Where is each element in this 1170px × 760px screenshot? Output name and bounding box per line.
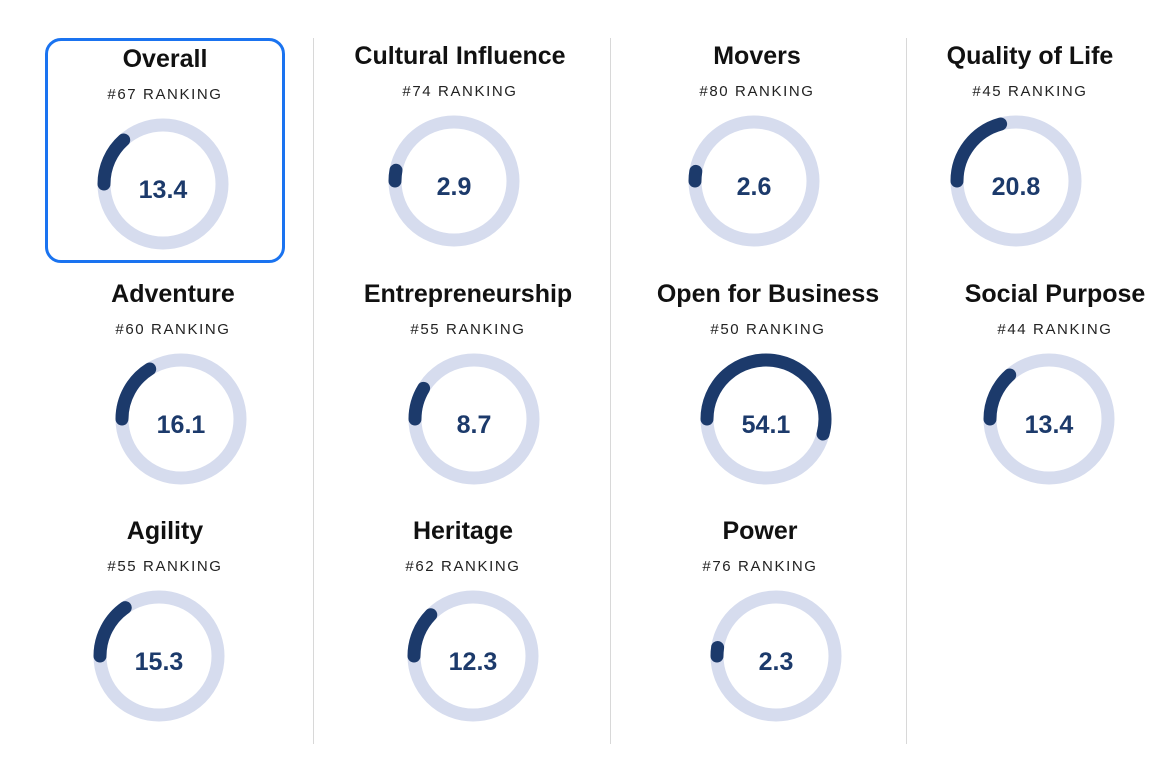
metric-title: Overall	[122, 45, 208, 73]
metric-title: Heritage	[412, 517, 514, 545]
gauge-ring	[950, 115, 1082, 247]
gauge-ring	[97, 118, 229, 250]
metric-ranking: #44 RANKING	[997, 321, 1113, 338]
metric-card-cultural-influence[interactable]: Cultural Influence #74 RANKING 2.9	[340, 38, 580, 263]
metric-ranking: #62 RANKING	[405, 558, 521, 575]
gauge-ring	[388, 115, 520, 247]
gauge-fill-arc	[688, 164, 703, 188]
gauge-ring	[983, 353, 1115, 485]
metric-ranking: #74 RANKING	[402, 83, 518, 100]
score-gauge	[979, 349, 1119, 489]
gauge-ring	[407, 590, 539, 722]
metric-card-open-for-business[interactable]: Open for Business #50 RANKING 54.1	[648, 276, 888, 501]
metric-card-agility[interactable]: Agility #55 RANKING 15.3	[45, 513, 285, 738]
metric-score: 13.4	[138, 176, 188, 204]
gauge-fill-arc	[388, 163, 403, 188]
gauge-fill-arc	[710, 641, 725, 663]
metric-ranking: #67 RANKING	[107, 86, 223, 103]
score-gauge	[696, 349, 836, 489]
metric-card-movers[interactable]: Movers #80 RANKING 2.6	[637, 38, 877, 263]
score-gauge	[706, 586, 846, 726]
metric-score: 13.4	[1024, 411, 1074, 439]
metric-card-entrepreneurship[interactable]: Entrepreneurship #55 RANKING 8.7	[348, 276, 588, 501]
metric-score: 12.3	[448, 648, 498, 676]
score-gauge	[93, 114, 233, 254]
metric-score: 54.1	[741, 411, 791, 439]
metric-score: 16.1	[156, 411, 206, 439]
metric-card-social-purpose[interactable]: Social Purpose #44 RANKING 13.4	[935, 276, 1170, 501]
metric-title: Power	[722, 517, 798, 545]
gauge-fill-arc	[93, 601, 132, 663]
gauge-fill-arc	[97, 133, 131, 191]
metric-card-heritage[interactable]: Heritage #62 RANKING 12.3	[343, 513, 583, 738]
metric-title: Open for Business	[656, 280, 880, 308]
metric-title: Cultural Influence	[354, 42, 566, 70]
metric-ranking: #76 RANKING	[702, 558, 818, 575]
metric-title: Social Purpose	[964, 280, 1146, 308]
score-gauge	[384, 111, 524, 251]
gauge-ring	[115, 353, 247, 485]
metric-score: 8.7	[456, 411, 492, 439]
metric-score: 2.9	[436, 173, 472, 201]
gauge-ring	[688, 115, 820, 247]
metric-ranking: #50 RANKING	[710, 321, 826, 338]
score-gauge	[684, 111, 824, 251]
metric-title: Quality of Life	[946, 42, 1114, 70]
gauge-ring	[408, 353, 540, 485]
gauge-fill-arc	[408, 381, 431, 426]
metric-score: 2.3	[758, 648, 794, 676]
metric-score: 2.6	[736, 173, 772, 201]
metric-ranking: #55 RANKING	[410, 321, 526, 338]
metric-ranking: #45 RANKING	[972, 83, 1088, 100]
metric-card-overall[interactable]: Overall #67 RANKING 13.4	[45, 38, 285, 263]
metric-card-adventure[interactable]: Adventure #60 RANKING 16.1	[53, 276, 293, 501]
score-gauge	[89, 586, 229, 726]
metric-title: Adventure	[111, 280, 235, 308]
gauge-ring	[700, 353, 832, 485]
column-divider	[610, 38, 611, 744]
score-gauge	[403, 586, 543, 726]
metric-title: Entrepreneurship	[363, 280, 573, 308]
metric-score: 15.3	[134, 648, 184, 676]
gauge-fill-arc	[983, 368, 1017, 426]
gauge-fill-arc	[407, 608, 438, 663]
gauge-fill-arc	[115, 362, 157, 426]
column-divider	[313, 38, 314, 744]
column-divider	[906, 38, 907, 744]
metric-card-power[interactable]: Power #76 RANKING 2.3	[640, 513, 880, 738]
metric-title: Movers	[713, 42, 801, 70]
gauge-ring	[710, 590, 842, 722]
gauge-ring	[93, 590, 225, 722]
score-gauge	[404, 349, 544, 489]
metric-ranking: #60 RANKING	[115, 321, 231, 338]
metric-ranking: #55 RANKING	[107, 558, 223, 575]
metric-card-quality-of-life[interactable]: Quality of Life #45 RANKING 20.8	[910, 38, 1150, 263]
gauge-fill-arc	[950, 117, 1008, 188]
gauge-fill-arc	[700, 353, 832, 441]
score-gauge	[111, 349, 251, 489]
score-gauge	[946, 111, 1086, 251]
metric-ranking: #80 RANKING	[699, 83, 815, 100]
metric-title: Agility	[126, 517, 204, 545]
metric-score: 20.8	[991, 173, 1041, 201]
